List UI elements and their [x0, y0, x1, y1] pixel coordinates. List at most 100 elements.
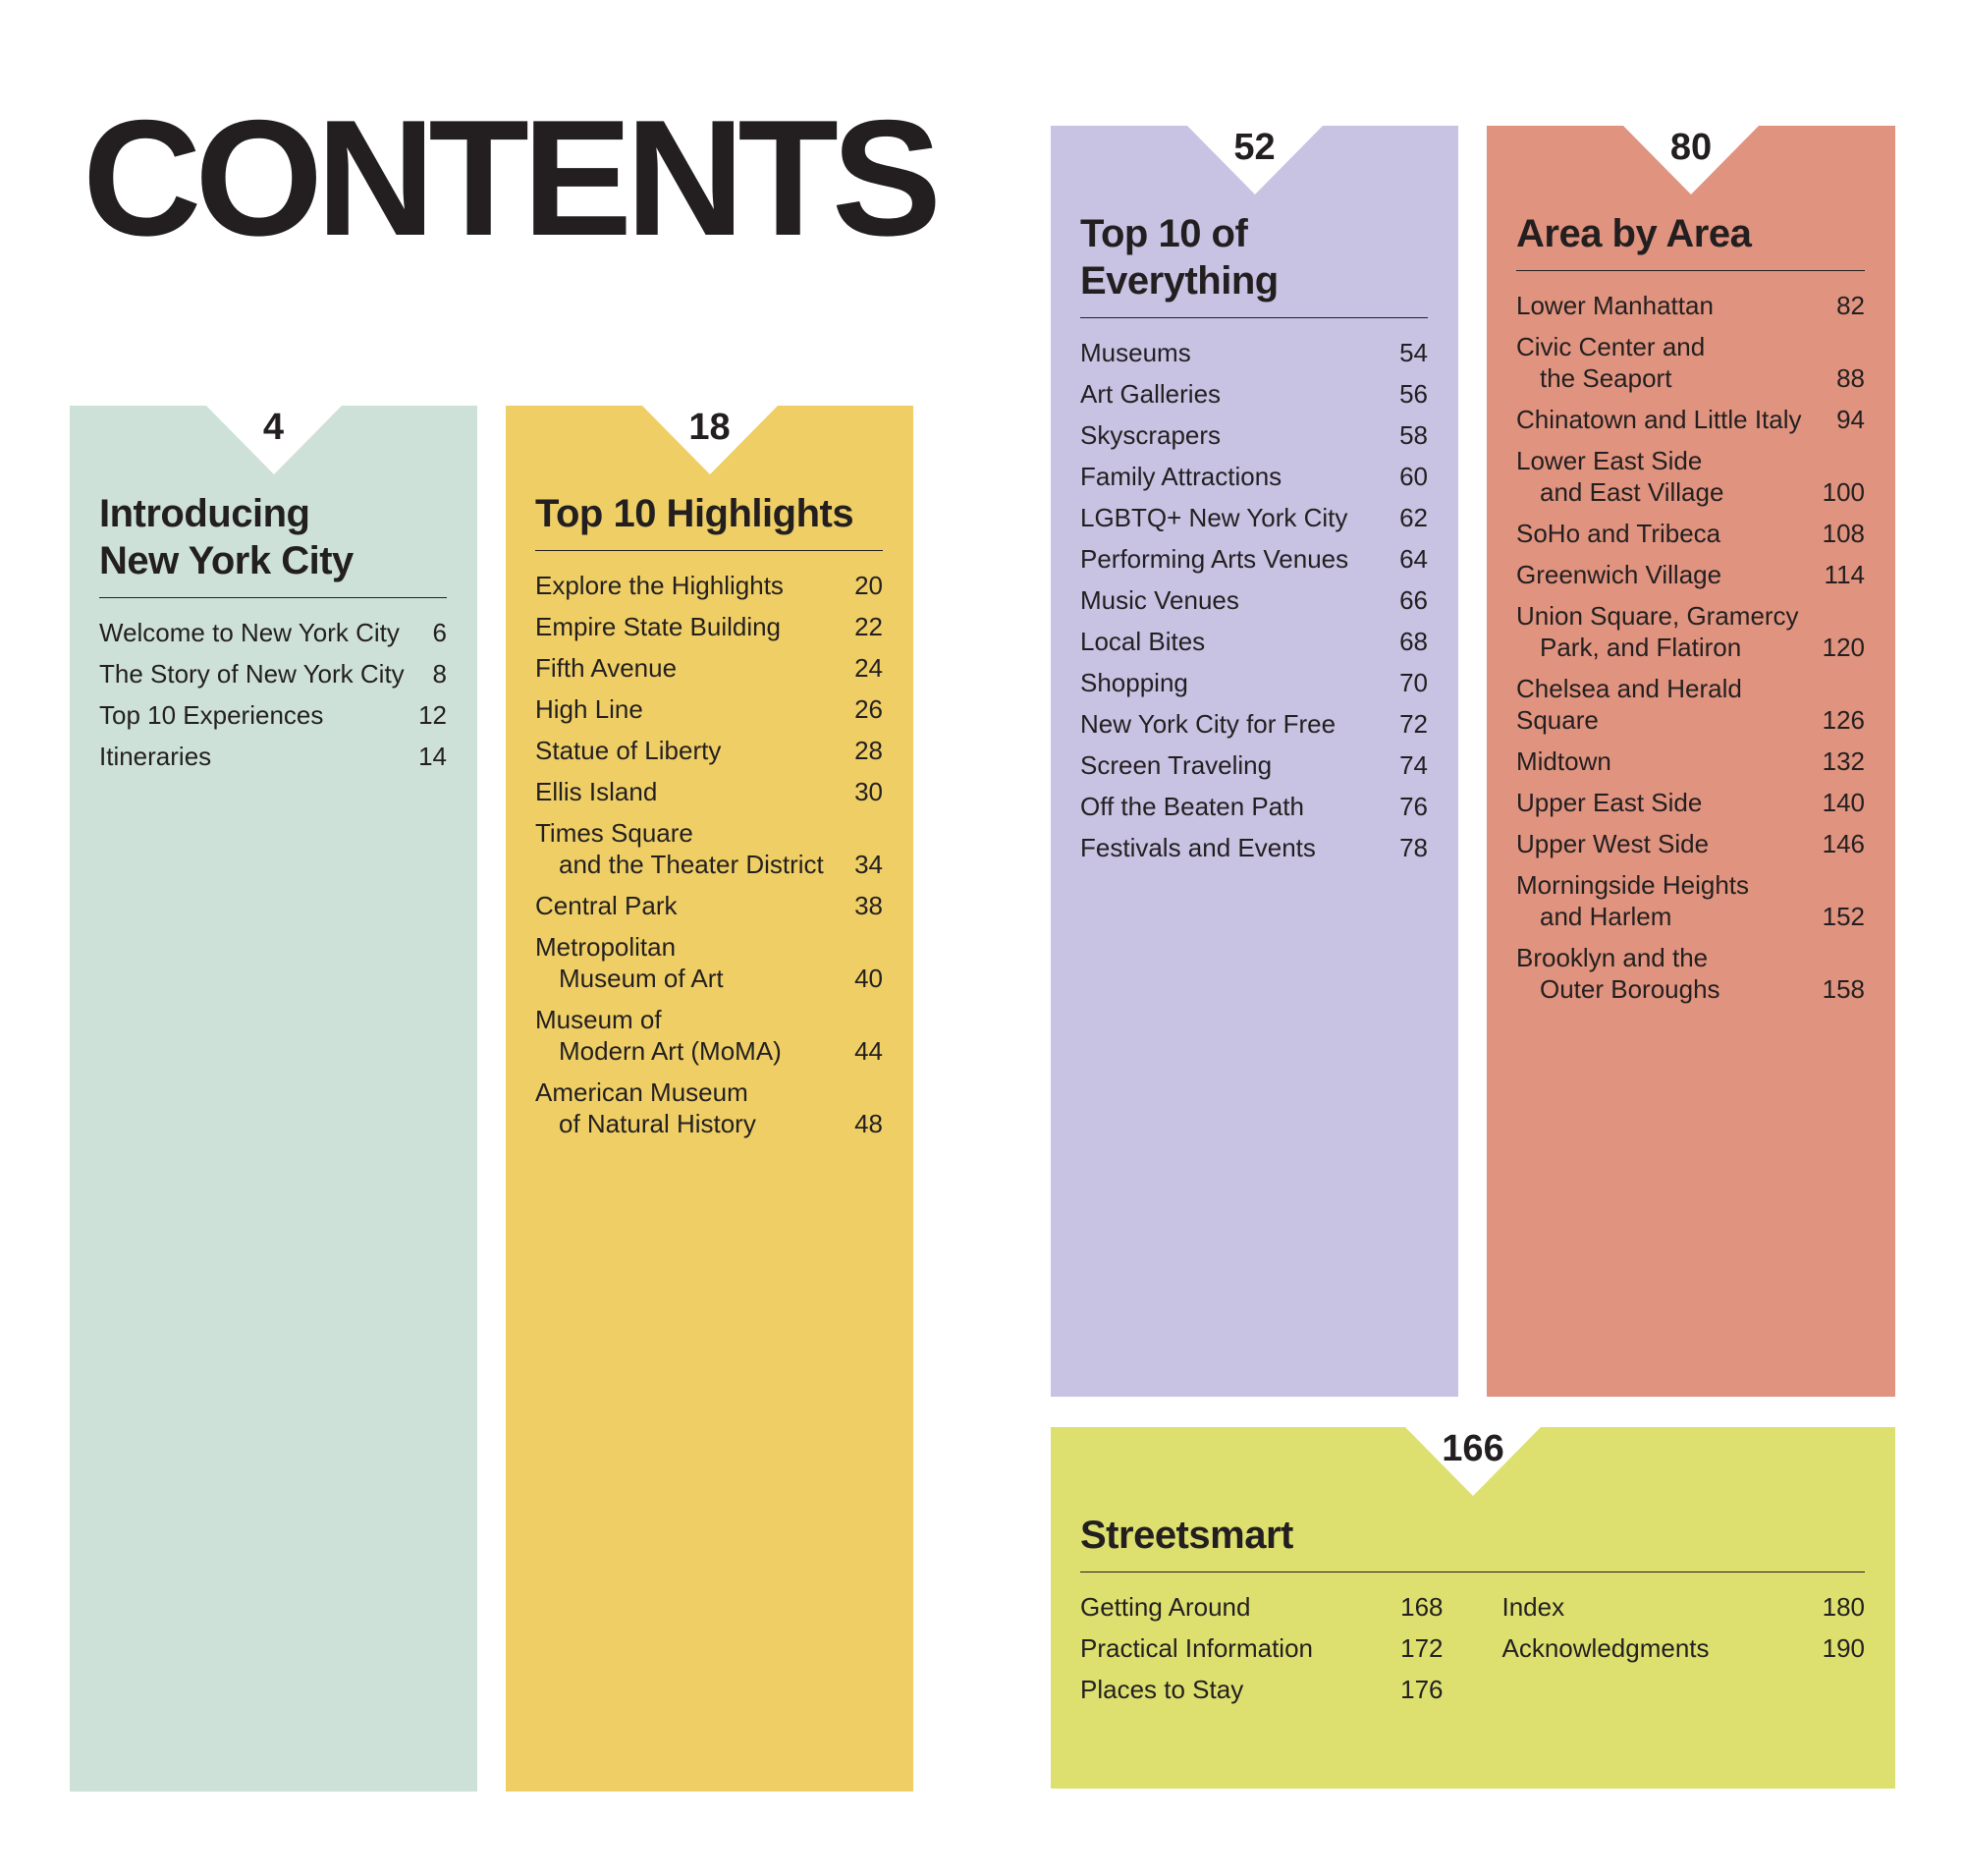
entry-title-line: The Story of New York City: [99, 659, 405, 689]
toc-entry[interactable]: Empire State Building 22: [535, 611, 883, 642]
entry-title: Museum of Modern Art (MoMA): [535, 1004, 782, 1067]
toc-entry[interactable]: Art Galleries 56: [1080, 378, 1428, 410]
entry-title: New York City for Free: [1080, 708, 1336, 740]
entry-title: Performing Arts Venues: [1080, 543, 1348, 575]
section-start-page: 166: [1442, 1428, 1504, 1469]
entry-title-line: the Seaport: [1540, 363, 1672, 393]
entry-title: Statue of Liberty: [535, 735, 721, 766]
toc-entry[interactable]: Acknowledgments 190: [1502, 1632, 1866, 1664]
toc-entry[interactable]: Places to Stay 176: [1080, 1674, 1444, 1705]
toc-entry[interactable]: Lower East Side and East Village 100: [1516, 445, 1865, 508]
toc-entry[interactable]: Times Square and the Theater District 34: [535, 817, 883, 880]
entry-title-line: American Museum: [535, 1077, 748, 1107]
toc-entry[interactable]: Top 10 Experiences 12: [99, 699, 447, 731]
entry-page-number: 68: [1399, 627, 1428, 656]
entry-title: Places to Stay: [1080, 1674, 1243, 1705]
toc-entry[interactable]: Brooklyn and the Outer Boroughs 158: [1516, 942, 1865, 1005]
toc-entry[interactable]: Screen Traveling 74: [1080, 749, 1428, 781]
entry-title: Fifth Avenue: [535, 652, 677, 684]
toc-entry[interactable]: Music Venues 66: [1080, 584, 1428, 616]
toc-entry[interactable]: New York City for Free 72: [1080, 708, 1428, 740]
entry-title: Local Bites: [1080, 626, 1205, 657]
toc-entry[interactable]: Getting Around 168: [1080, 1591, 1444, 1623]
entry-title: Upper East Side: [1516, 787, 1702, 818]
entry-page-number: 60: [1399, 462, 1428, 491]
entry-title-line: Itineraries: [99, 742, 212, 771]
entry-title: Greenwich Village: [1516, 559, 1721, 590]
toc-entry[interactable]: Chelsea and Herald Square 126: [1516, 673, 1865, 736]
toc-entry[interactable]: Skyscrapers 58: [1080, 419, 1428, 451]
entry-page-number: 56: [1399, 379, 1428, 409]
entry-title-line: Morningside Heights: [1516, 870, 1750, 900]
toc-entry[interactable]: American Museum of Natural History 48: [535, 1076, 883, 1139]
toc-columns: Getting Around 168 Practical Information 17…: [1080, 1573, 1865, 1715]
entry-title: Acknowledgments: [1502, 1632, 1710, 1664]
entry-title-line: Lower East Side: [1516, 446, 1703, 475]
toc-entry[interactable]: Festivals and Events 78: [1080, 832, 1428, 863]
toc-entry[interactable]: LGBTQ+ New York City 62: [1080, 502, 1428, 533]
entry-title: Ellis Island: [535, 776, 657, 807]
entry-title: Family Attractions: [1080, 461, 1282, 492]
toc-entry[interactable]: Civic Center and the Seaport 88: [1516, 331, 1865, 394]
toc-entry[interactable]: Itineraries 14: [99, 741, 447, 772]
entry-title-line: Explore the Highlights: [535, 571, 784, 600]
toc-entry[interactable]: Greenwich Village 114: [1516, 559, 1865, 590]
entry-title: The Story of New York City: [99, 658, 405, 690]
toc-entry[interactable]: Metropolitan Museum of Art 40: [535, 931, 883, 994]
section-streetsmart: 166 Streetsmart Getting Around 168 Practical…: [1051, 1427, 1895, 1789]
toc-entry[interactable]: Welcome to New York City 6: [99, 617, 447, 648]
entry-title-line: Upper West Side: [1516, 829, 1710, 858]
toc-entry[interactable]: SoHo and Tribeca 108: [1516, 518, 1865, 549]
toc-entry[interactable]: Morningside Heights and Harlem 152: [1516, 869, 1865, 932]
toc-entry[interactable]: Practical Information 172: [1080, 1632, 1444, 1664]
entry-page-number: 48: [854, 1109, 883, 1138]
toc-entry[interactable]: Lower Manhattan 82: [1516, 290, 1865, 321]
entry-page-number: 28: [854, 736, 883, 765]
toc-entry[interactable]: Museums 54: [1080, 337, 1428, 368]
toc-entry[interactable]: Fifth Avenue 24: [535, 652, 883, 684]
notch-marker: [205, 406, 342, 474]
entry-title-line: Places to Stay: [1080, 1675, 1244, 1704]
toc-entry[interactable]: Off the Beaten Path 76: [1080, 791, 1428, 822]
toc-entry[interactable]: Local Bites 68: [1080, 626, 1428, 657]
toc-entry[interactable]: Chinatown and Little Italy 94: [1516, 404, 1865, 435]
section-top-10-of-everything: 52 Top 10 of Everything Museums 54 Art Galler…: [1051, 126, 1458, 1397]
toc-entry[interactable]: Upper West Side 146: [1516, 828, 1865, 859]
entry-title-line: Brooklyn and the: [1516, 943, 1709, 972]
toc-list: Explore the Highlights 20 Empire State Bui…: [535, 551, 883, 1139]
entry-title-line: New York City for Free: [1080, 709, 1337, 739]
toc-entry[interactable]: High Line 26: [535, 693, 883, 725]
section-heading-line: Area by Area: [1516, 212, 1752, 255]
entry-title: Itineraries: [99, 741, 211, 772]
toc-entry[interactable]: Union Square, Gramercy Park, and Flatiron…: [1516, 600, 1865, 663]
entry-title: Getting Around: [1080, 1591, 1250, 1623]
entry-title-line: Museum of: [535, 1005, 662, 1034]
notch-marker: [1405, 1427, 1541, 1496]
entry-page-number: 8: [432, 659, 447, 689]
toc-entry[interactable]: Explore the Highlights 20: [535, 570, 883, 601]
toc-entry[interactable]: Shopping 70: [1080, 667, 1428, 698]
section-heading: Introducing New York City: [99, 490, 447, 598]
notch-marker: [1186, 126, 1323, 194]
toc-entry[interactable]: The Story of New York City 8: [99, 658, 447, 690]
toc-entry[interactable]: Central Park 38: [535, 890, 883, 921]
entry-page-number: 58: [1399, 420, 1428, 450]
section-heading: Top 10 Highlights: [535, 490, 883, 551]
toc-entry[interactable]: Family Attractions 60: [1080, 461, 1428, 492]
entry-page-number: 76: [1399, 792, 1428, 821]
toc-entry[interactable]: Upper East Side 140: [1516, 787, 1865, 818]
entry-title: SoHo and Tribeca: [1516, 518, 1720, 549]
toc-entry[interactable]: Performing Arts Venues 64: [1080, 543, 1428, 575]
entry-title-line: Times Square: [535, 818, 693, 848]
entry-page-number: 94: [1836, 405, 1865, 434]
entry-title: Lower Manhattan: [1516, 290, 1714, 321]
entry-page-number: 190: [1822, 1633, 1865, 1663]
entry-title: Civic Center and the Seaport: [1516, 331, 1705, 394]
toc-entry[interactable]: Midtown 132: [1516, 745, 1865, 777]
toc-entry[interactable]: Index 180: [1502, 1591, 1866, 1623]
toc-list: Lower Manhattan 82 Civic Center and the Sea…: [1516, 271, 1865, 1005]
toc-entry[interactable]: Statue of Liberty 28: [535, 735, 883, 766]
toc-entry[interactable]: Museum of Modern Art (MoMA) 44: [535, 1004, 883, 1067]
toc-entry[interactable]: Ellis Island 30: [535, 776, 883, 807]
entry-title-line: Modern Art (MoMA): [559, 1036, 782, 1066]
